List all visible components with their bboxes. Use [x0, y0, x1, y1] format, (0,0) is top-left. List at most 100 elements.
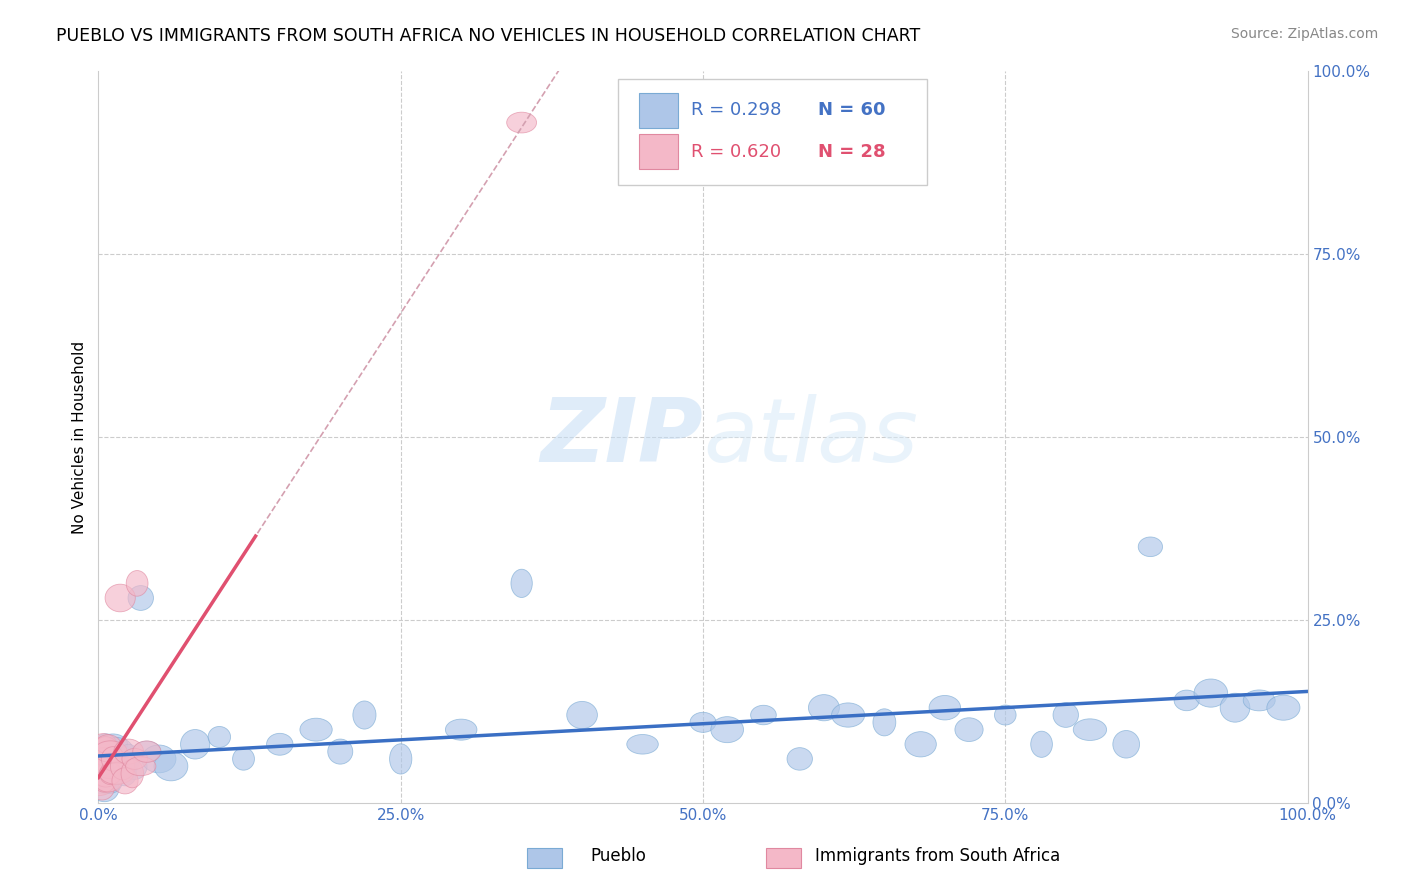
Ellipse shape [98, 734, 128, 755]
Ellipse shape [93, 756, 122, 776]
Ellipse shape [96, 740, 121, 763]
Ellipse shape [114, 739, 143, 764]
Ellipse shape [90, 756, 124, 777]
Ellipse shape [93, 770, 115, 792]
Text: N = 28: N = 28 [818, 143, 886, 161]
Ellipse shape [101, 747, 125, 772]
Ellipse shape [87, 758, 114, 789]
Ellipse shape [567, 701, 598, 729]
Ellipse shape [105, 584, 135, 612]
Ellipse shape [112, 768, 138, 794]
Ellipse shape [107, 749, 132, 769]
Ellipse shape [87, 747, 121, 770]
Text: R = 0.298: R = 0.298 [690, 101, 782, 120]
Ellipse shape [118, 744, 139, 773]
Ellipse shape [994, 705, 1017, 725]
Ellipse shape [114, 761, 136, 786]
FancyBboxPatch shape [619, 78, 927, 185]
Ellipse shape [1073, 719, 1107, 740]
Ellipse shape [1243, 690, 1275, 711]
Ellipse shape [94, 768, 120, 793]
Ellipse shape [1112, 731, 1140, 758]
Ellipse shape [132, 741, 160, 763]
Text: ZIP: ZIP [540, 393, 703, 481]
Ellipse shape [1194, 679, 1227, 707]
Ellipse shape [100, 763, 121, 785]
Ellipse shape [873, 709, 896, 736]
FancyBboxPatch shape [638, 93, 678, 128]
Ellipse shape [93, 737, 118, 766]
Ellipse shape [1139, 537, 1163, 557]
Ellipse shape [122, 748, 148, 770]
Ellipse shape [1053, 703, 1078, 727]
Ellipse shape [100, 738, 134, 765]
Ellipse shape [389, 744, 412, 774]
Ellipse shape [86, 737, 118, 766]
Ellipse shape [89, 756, 114, 776]
Ellipse shape [93, 747, 121, 770]
FancyBboxPatch shape [638, 135, 678, 169]
Ellipse shape [94, 754, 124, 779]
Ellipse shape [787, 747, 813, 770]
Ellipse shape [905, 731, 936, 757]
Ellipse shape [751, 706, 776, 725]
Ellipse shape [955, 718, 983, 741]
Ellipse shape [353, 701, 375, 729]
Ellipse shape [180, 730, 209, 759]
Ellipse shape [100, 763, 134, 784]
Ellipse shape [929, 696, 960, 720]
Ellipse shape [90, 776, 114, 800]
Ellipse shape [1220, 693, 1250, 723]
Ellipse shape [96, 749, 125, 769]
Ellipse shape [328, 739, 353, 764]
Ellipse shape [90, 774, 120, 802]
Ellipse shape [208, 726, 231, 747]
Ellipse shape [94, 737, 115, 766]
Text: Immigrants from South Africa: Immigrants from South Africa [815, 847, 1060, 865]
Text: atlas: atlas [703, 394, 918, 480]
Ellipse shape [267, 733, 292, 756]
Ellipse shape [132, 741, 162, 762]
Ellipse shape [690, 713, 716, 732]
Text: R = 0.620: R = 0.620 [690, 143, 782, 161]
Ellipse shape [446, 719, 477, 740]
Ellipse shape [93, 761, 114, 786]
Ellipse shape [121, 759, 143, 788]
Ellipse shape [1174, 690, 1199, 711]
Ellipse shape [510, 569, 533, 598]
Ellipse shape [142, 745, 176, 772]
Y-axis label: No Vehicles in Household: No Vehicles in Household [72, 341, 87, 533]
Ellipse shape [91, 760, 120, 787]
Ellipse shape [94, 770, 122, 792]
Ellipse shape [232, 747, 254, 770]
Text: PUEBLO VS IMMIGRANTS FROM SOUTH AFRICA NO VEHICLES IN HOUSEHOLD CORRELATION CHAR: PUEBLO VS IMMIGRANTS FROM SOUTH AFRICA N… [56, 27, 921, 45]
Ellipse shape [1267, 695, 1301, 720]
Ellipse shape [808, 695, 839, 721]
Ellipse shape [83, 766, 115, 796]
Ellipse shape [94, 741, 127, 763]
Ellipse shape [111, 753, 135, 780]
Ellipse shape [98, 769, 122, 793]
Ellipse shape [506, 112, 537, 133]
Ellipse shape [299, 718, 332, 741]
Ellipse shape [122, 753, 148, 780]
Ellipse shape [96, 760, 122, 788]
Ellipse shape [627, 734, 658, 754]
Text: N = 60: N = 60 [818, 101, 886, 120]
Ellipse shape [90, 733, 117, 755]
Ellipse shape [831, 703, 865, 727]
Ellipse shape [125, 756, 156, 776]
Text: Pueblo: Pueblo [591, 847, 647, 865]
Ellipse shape [93, 752, 114, 780]
Ellipse shape [101, 751, 124, 781]
Ellipse shape [155, 752, 188, 780]
Ellipse shape [711, 716, 744, 743]
Ellipse shape [90, 748, 114, 769]
Ellipse shape [96, 735, 121, 754]
Ellipse shape [107, 755, 138, 778]
Ellipse shape [1031, 731, 1053, 757]
Ellipse shape [94, 734, 118, 755]
Ellipse shape [87, 768, 118, 794]
Ellipse shape [128, 585, 153, 610]
Ellipse shape [90, 763, 122, 784]
